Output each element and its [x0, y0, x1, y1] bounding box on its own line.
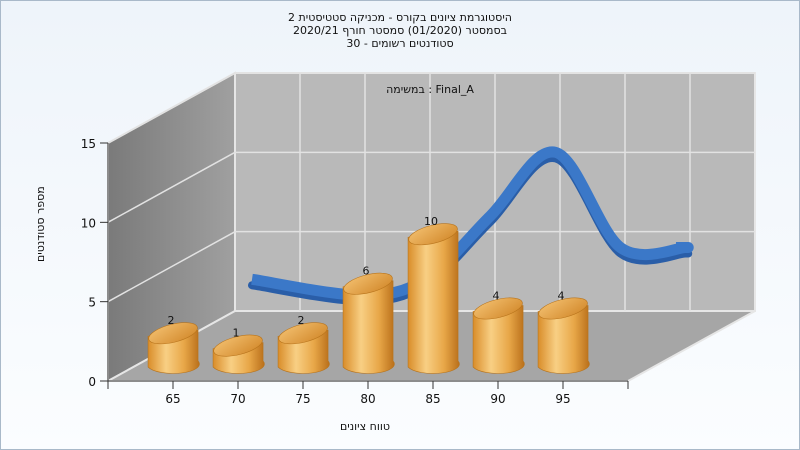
bar-top: [343, 272, 393, 295]
bar-body: [537, 305, 590, 374]
bar-top: [213, 334, 263, 357]
bar-value-label: 10: [424, 215, 438, 228]
bar-top: [473, 297, 523, 320]
side-gridline: [107, 231, 236, 303]
bar-top: [148, 322, 198, 345]
x-tick-label: 80: [360, 392, 375, 406]
y-tick-label: 5: [88, 296, 96, 310]
bars-layer: 2 1 2 6 10 4 4: [147, 215, 590, 374]
bar-65: 2: [147, 314, 200, 374]
chart-subtitle: בסמסטר (01/2020) סמסטר חורף 2020/21: [293, 24, 507, 37]
x-tick-label: 85: [425, 392, 440, 406]
chart-enrolled: סטודנטים רשומים - 30: [346, 37, 454, 50]
bar-value-label: 4: [493, 289, 500, 302]
bar-body: [472, 305, 525, 374]
bar-top: [278, 322, 328, 345]
x-tick-label: 65: [165, 392, 180, 406]
x-tick-label: 90: [490, 392, 505, 406]
y-tick-label: 0: [88, 375, 96, 389]
bar-95: 4: [537, 289, 590, 374]
bar-value-label: 6: [363, 265, 370, 278]
bar-value-label: 4: [558, 289, 565, 302]
y-tick-label: 15: [81, 137, 96, 151]
bar-90: 4: [472, 289, 525, 374]
y-tick-label: 10: [81, 216, 96, 230]
x-tick-label: 75: [295, 392, 310, 406]
grid-lines: [107, 72, 755, 311]
x-tick-label: 95: [555, 392, 570, 406]
x-axis-label: טווח ציונים: [340, 420, 390, 433]
bar-value-label: 2: [168, 314, 175, 327]
bar-value-label: 1: [233, 327, 240, 340]
bar-top: [538, 297, 588, 320]
side-gridline: [107, 151, 236, 223]
y-axis-label: מספר סטודנטים: [34, 186, 47, 262]
bar-70: 1: [212, 327, 265, 374]
bar-body: [342, 280, 395, 374]
x-tick-label: 70: [230, 392, 245, 406]
bar-85: 10: [407, 215, 460, 374]
bar-75: 2: [277, 314, 330, 374]
side-gridline: [107, 72, 236, 144]
bar-value-label: 2: [298, 314, 305, 327]
bar-body: [407, 230, 460, 374]
legend-label: במשימה : Final_A: [386, 83, 474, 96]
chart-title: היסטוגרמת ציונים בקורס - מכניקה סטטיסטית…: [288, 11, 512, 24]
bar-80: 6: [342, 265, 395, 374]
y-axis: 0 5 10 15: [81, 137, 109, 389]
bar-top: [408, 223, 458, 246]
x-axis: 65 70 75 80 85 90 95: [107, 380, 629, 406]
